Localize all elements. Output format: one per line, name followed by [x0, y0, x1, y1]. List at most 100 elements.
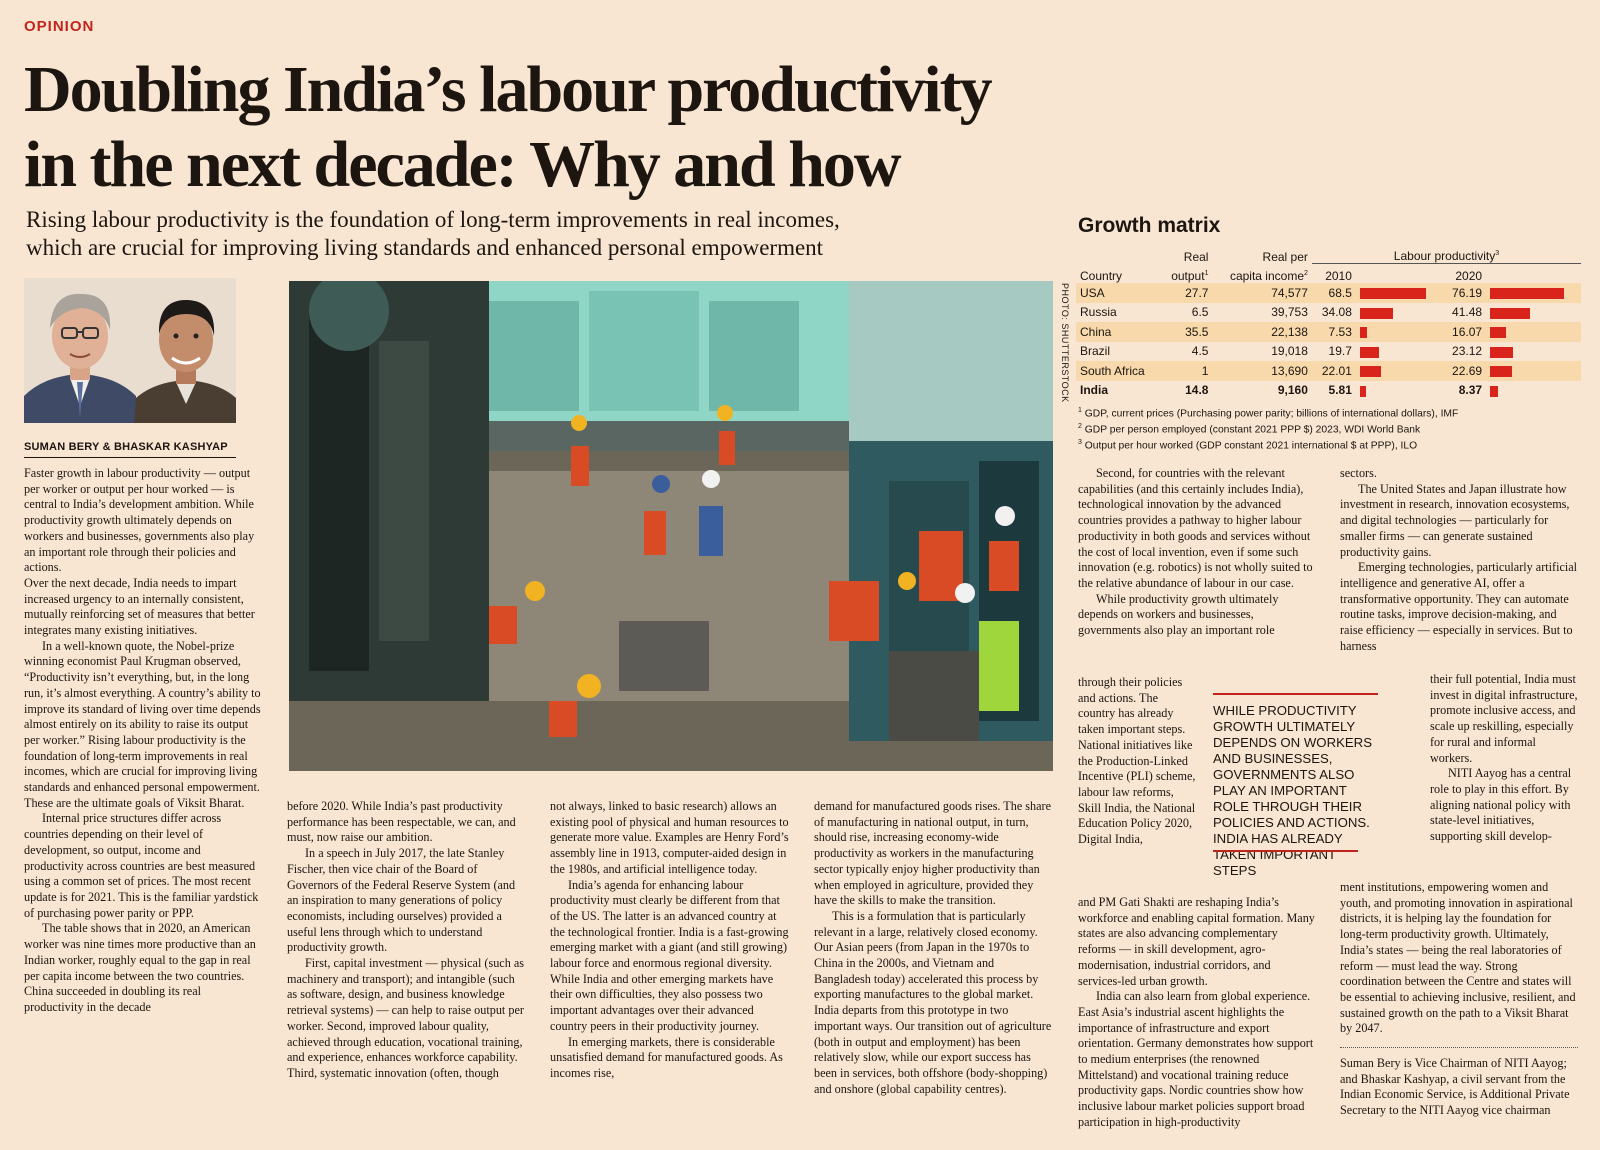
country-cell: Brazil [1080, 344, 1111, 359]
real-output-cell: 14.8 [1185, 383, 1209, 398]
productivity-bar [1359, 327, 1368, 339]
paragraph: and PM Gati Shakti are reshaping India’s… [1078, 895, 1315, 988]
paragraph: through their policies and actions. The … [1078, 675, 1196, 847]
body-column-5-narrow: through their policies and actions. The … [1078, 675, 1196, 848]
productivity-bar [1359, 346, 1380, 358]
paragraph: In a well-known quote, the Nobel-prize w… [24, 638, 261, 810]
table-footnotes: 1 GDP, current prices (Purchasing power … [1078, 405, 1583, 453]
productivity-2020-bar-cell [1486, 361, 1581, 381]
body-column-1: Faster growth in labour productivity — o… [24, 466, 262, 1016]
factory-floor-illustration [289, 281, 1053, 771]
paragraph: Emerging technologies, particularly arti… [1340, 560, 1578, 653]
body-column-5-bottom: and PM Gati Shakti are reshaping India’s… [1078, 895, 1316, 1131]
author-portraits [24, 278, 236, 423]
real-output-cell: 4.5 [1191, 344, 1209, 359]
table-row: China 35.5 22,138 7.53 16.07 [1076, 322, 1581, 342]
paragraph: demand for manufactured goods rises. The… [814, 799, 1052, 908]
table-row: Russia 6.5 39,753 34.08 41.48 [1076, 303, 1581, 323]
table-row: Brazil 4.5 19,018 19.7 23.12 [1076, 342, 1581, 362]
productivity-2010-cell: 68.5 [1311, 283, 1356, 303]
paragraph: First, capital investment — physical (su… [287, 956, 524, 1080]
header-real-per: Real per [1262, 249, 1308, 264]
photo-credit: PHOTO: SHUTTERSTOCK [1060, 283, 1070, 403]
productivity-bar [1490, 346, 1513, 358]
productivity-2020-cell: 41.48 [1452, 305, 1483, 320]
paragraph: Second, for countries with the relevant … [1078, 466, 1313, 590]
productivity-2020-bar-cell [1486, 283, 1581, 303]
productivity-bar [1359, 288, 1427, 300]
header-2010: 2010 [1325, 269, 1352, 283]
productivity-2010-bar-cell [1356, 381, 1442, 401]
table-header-row-2: Country output1 capita income2 2010 2020 [1076, 264, 1581, 283]
productivity-2020-cell: 76.19 [1442, 283, 1487, 303]
section-label: OPINION [24, 18, 95, 35]
per-capita-income-cell: 13,690 [1212, 361, 1312, 381]
real-output-cell: 35.5 [1160, 322, 1213, 342]
country-cell: China [1076, 322, 1161, 342]
productivity-2020-bar-cell [1486, 322, 1581, 342]
body-column-4: demand for manufactured goods rises. The… [814, 799, 1054, 1097]
productivity-2020-bar-cell [1486, 342, 1581, 362]
body-column-5-top: Second, for countries with the relevant … [1078, 466, 1316, 639]
productivity-2010-bar-cell [1355, 322, 1443, 342]
body-column-6-narrow: their full potential, India must invest … [1430, 672, 1580, 845]
productivity-2020-cell: 16.07 [1442, 322, 1487, 342]
growth-matrix-table: Real Real per Labour productivity3 Count… [1076, 244, 1581, 400]
paragraph: In a speech in July 2017, the late Stanl… [287, 846, 516, 955]
productivity-2020-cell: 8.37 [1458, 383, 1483, 398]
paragraph: Internal price structures differ across … [24, 811, 259, 920]
footnote-1: 1 GDP, current prices (Purchasing power … [1078, 407, 1459, 420]
author-photo-illustration [24, 278, 236, 423]
paragraph: Faster growth in labour productivity — o… [24, 466, 255, 575]
body-column-3: not always, linked to basic research) al… [550, 799, 790, 1082]
country-cell: South Africa [1076, 361, 1161, 381]
author-bio: Suman Bery is Vice Chairman of NITI Aayo… [1340, 1047, 1578, 1119]
pull-quote-rule [1213, 850, 1358, 852]
productivity-2020-bar-cell [1486, 303, 1581, 323]
paragraph: This is a formulation that is particular… [814, 908, 1052, 1096]
country-cell: Russia [1080, 305, 1117, 320]
country-cell: USA [1076, 283, 1161, 303]
per-capita-income-cell: 9,160 [1277, 383, 1308, 398]
paragraph: While productivity growth ultimately dep… [1078, 591, 1279, 638]
real-output-cell: 1 [1160, 361, 1213, 381]
header-country: Country [1080, 269, 1123, 283]
paragraph: India’s agenda for enhancing labour prod… [550, 877, 789, 1033]
productivity-2010-cell: 22.01 [1311, 361, 1356, 381]
header-capita-income: capita income2 [1229, 269, 1308, 283]
real-output-cell: 27.7 [1160, 283, 1213, 303]
productivity-2010-cell: 7.53 [1311, 322, 1356, 342]
growth-matrix-title: Growth matrix [1078, 214, 1221, 237]
productivity-bar [1490, 327, 1506, 339]
productivity-2020-bar-cell [1486, 381, 1581, 401]
productivity-2010-bar-cell [1356, 342, 1442, 362]
productivity-bar [1359, 307, 1393, 319]
productivity-2010-bar-cell [1356, 303, 1442, 323]
headline-line-2: in the next decade: Why and how [24, 128, 902, 202]
paragraph: In emerging markets, there is considerab… [550, 1034, 783, 1080]
productivity-bar [1490, 288, 1565, 300]
paragraph: before 2020. While India’s past producti… [287, 799, 516, 845]
productivity-bar [1359, 366, 1382, 378]
productivity-2010-cell: 19.7 [1328, 344, 1352, 359]
body-column-6-bottom: ment institutions, empowering women and … [1340, 880, 1578, 1119]
header-real: Real [1183, 249, 1209, 264]
standfirst: Rising labour productivity is the founda… [26, 206, 1016, 261]
productivity-2020-cell: 23.12 [1452, 344, 1483, 359]
paragraph: The United States and Japan illustrate h… [1340, 481, 1570, 559]
country-cell: India [1080, 383, 1109, 398]
per-capita-income-cell: 22,138 [1212, 322, 1312, 342]
productivity-2010-bar-cell [1355, 361, 1443, 381]
footnote-2: 2 GDP per person employed (constant 2021… [1078, 422, 1421, 436]
body-column-2: before 2020. While India’s past producti… [287, 799, 527, 1082]
productivity-bar [1359, 385, 1366, 397]
table-row: USA 27.7 74,577 68.5 76.19 [1076, 283, 1581, 303]
table-row: South Africa 1 13,690 22.01 22.69 [1076, 361, 1581, 381]
growth-matrix-body: USA 27.7 74,577 68.5 76.19 Russia 6.5 39,753 34.… [1076, 283, 1581, 400]
header-output: output1 [1171, 269, 1209, 283]
table-row: India 14.8 9,160 5.81 8.37 [1076, 381, 1581, 401]
paragraph: their full potential, India must invest … [1430, 672, 1578, 765]
standfirst-line-2: which are crucial for improving living s… [26, 234, 824, 260]
paragraph: not always, linked to basic research) al… [550, 799, 789, 876]
paragraph: India can also learn from global experie… [1078, 989, 1314, 1129]
